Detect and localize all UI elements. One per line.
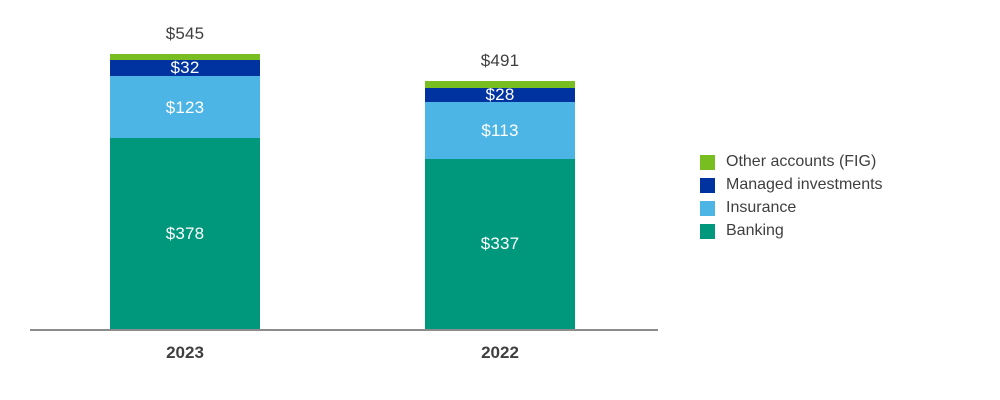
legend-swatch-managed-investments: [700, 177, 715, 193]
x-axis-label-2023: 2023: [166, 343, 204, 362]
segment-managed-investments: $28: [425, 85, 575, 105]
segment-other-accounts-fig-: [110, 53, 260, 60]
total-label-2023: $545: [165, 23, 205, 43]
segment-other-accounts-fig-: [425, 81, 575, 88]
segment-value-label: $378: [165, 224, 205, 244]
segment-value-label: $337: [480, 234, 520, 254]
legend-label: Other accounts (FIG): [726, 153, 877, 170]
segment-banking: $378: [110, 138, 260, 329]
legend-swatch-insurance: [700, 200, 715, 216]
legend-label: Banking: [726, 222, 784, 239]
segment-value-label: $32: [170, 58, 200, 78]
legend-label: Managed investments: [726, 176, 883, 193]
segment-value-label: $113: [481, 120, 519, 140]
segment-insurance: $123: [110, 76, 260, 139]
segment-insurance: $113: [425, 101, 575, 159]
bar-2023: $378 $123 $32: [110, 53, 260, 329]
legend: Other accounts (FIG) Managed investments…: [700, 153, 883, 240]
legend-label: Insurance: [726, 199, 797, 216]
legend-item-banking: Banking: [700, 222, 883, 240]
legend-item-other-accounts-fig: Other accounts (FIG): [700, 153, 883, 171]
legend-item-insurance: Insurance: [700, 199, 883, 217]
segment-managed-investments: $32: [110, 58, 260, 78]
x-axis-line: [30, 329, 658, 331]
x-axis-label-2022: 2022: [481, 343, 519, 362]
legend-item-managed-investments: Managed investments: [700, 176, 883, 194]
segment-banking: $337: [425, 158, 575, 329]
bar-2022: $337 $113 $28: [425, 81, 575, 329]
legend-swatch-banking: [700, 223, 715, 239]
bar-group-2022: $491 $337 $113 $28: [425, 51, 575, 329]
segment-value-label: $123: [165, 97, 205, 117]
bar-group-2023: $545 $378 $123 $32: [110, 24, 260, 329]
segment-value-label: $28: [485, 85, 515, 105]
legend-swatch-other-accounts-fig: [700, 154, 715, 170]
total-label-2022: $491: [480, 51, 520, 71]
